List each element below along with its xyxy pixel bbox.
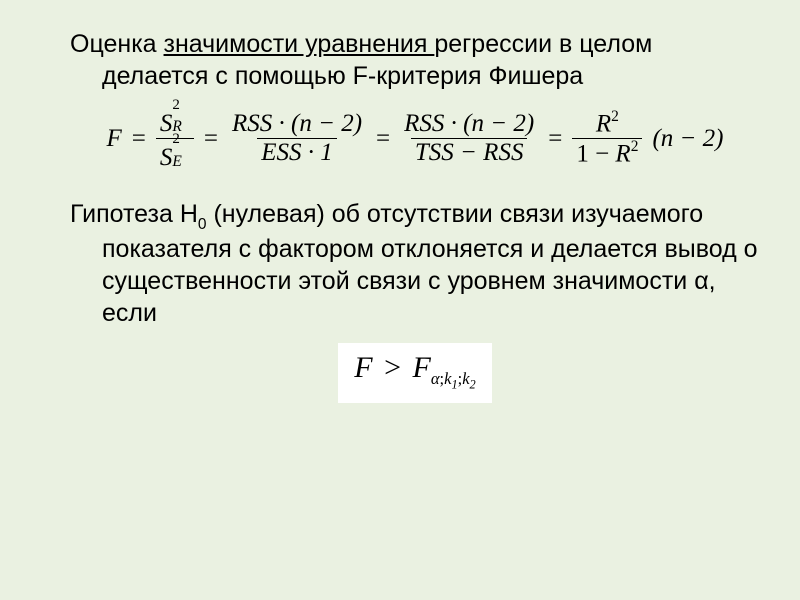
eq-1: = [132,125,146,153]
frac1-den-S: S [160,144,173,171]
frac4-num-sup: 2 [611,108,619,125]
eq-3: = [376,125,390,153]
frac4-den-pre: 1 − [576,141,615,168]
f2-k2n: 2 [470,378,476,392]
f2-left: F [354,351,372,384]
formula-2: F > Fα;k1;k2 [338,343,491,402]
eq-2: = [204,125,218,153]
f2-gt: > [380,351,405,384]
frac4-den-sup: 2 [631,138,639,155]
para2-H: H [180,200,198,228]
frac2-den: ESS · 1 [257,138,337,166]
frac-sr-se: S2R S2E [156,106,194,172]
eq-4: = [548,125,562,153]
frac3-num: RSS · (n − 2) [400,111,538,138]
frac1-den-sup: 2 [172,132,180,148]
f2-right: F [413,351,431,384]
formula-1-container: F = S2R S2E = RSS · (n − 2) ESS · 1 = RS… [70,106,760,172]
para2-H-sub: 0 [198,216,207,233]
frac4-num-R: R [596,110,611,137]
para2-text-a: Гипотеза [70,200,180,228]
frac-rss-tss: RSS · (n − 2) TSS − RSS [400,111,538,167]
frac1-num-sup: 2 [172,98,180,114]
formula-1: F = S2R S2E = RSS · (n − 2) ESS · 1 = RS… [107,106,724,172]
paragraph-1: Оценка значимости уравнения регрессии в … [70,28,760,92]
frac4-den-R: R [615,141,630,168]
frac-rss-ess: RSS · (n − 2) ESS · 1 [228,111,366,167]
frac1-den-sub: E [172,154,181,170]
formula1-tail: (n − 2) [652,125,723,153]
frac1-num-S: S [160,110,173,137]
f2-sub: α;k1;k2 [431,369,476,388]
f2-alpha: α [431,369,440,388]
formula1-F: F [107,125,122,153]
para1-underlined: значимости уравнения [164,30,435,58]
frac-r2: R2 1 − R2 [572,110,642,168]
para1-text-a: Оценка [70,30,164,58]
f2-k2: k [462,369,469,388]
paragraph-2: Гипотеза H0 (нулевая) об отсутствии связ… [70,198,760,330]
frac2-num: RSS · (n − 2) [228,111,366,138]
formula-2-container: F > Fα;k1;k2 [70,343,760,402]
frac3-den: TSS − RSS [411,138,528,166]
